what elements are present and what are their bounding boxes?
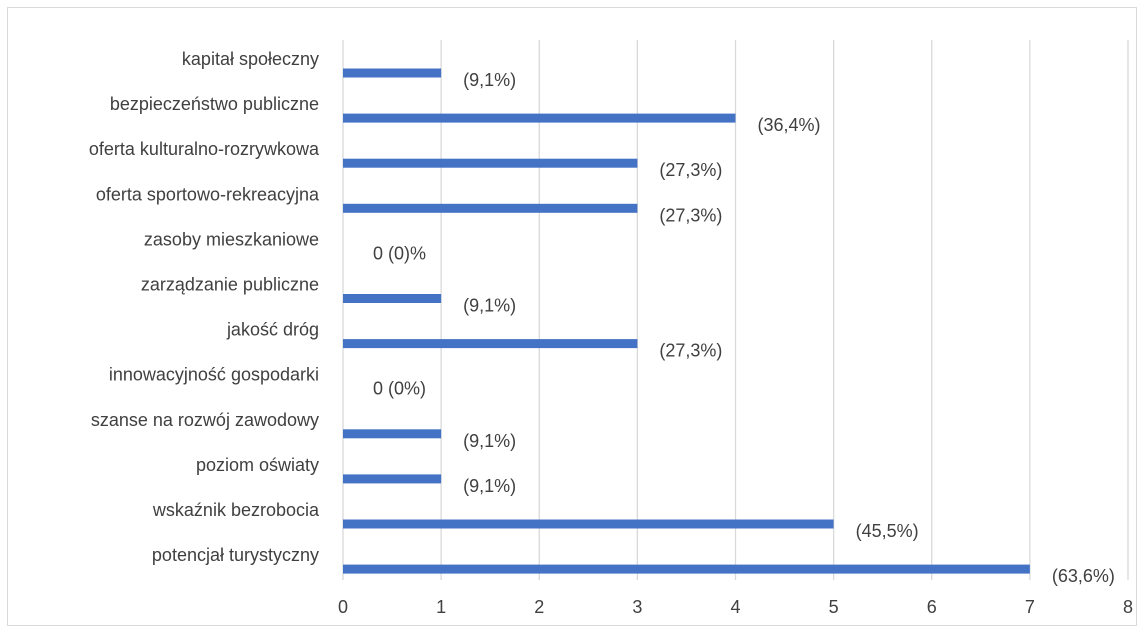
gridlines <box>342 40 1129 580</box>
category-label-5: zarządzanie publiczne <box>141 275 319 295</box>
category-label-8: szanse na rozwój zawodowy <box>91 410 319 430</box>
category-labels: kapitał społeczny bezpieczeństwo publiczn… <box>89 49 320 565</box>
data-label-8: (9,1%) <box>463 431 516 451</box>
data-label-2: (27,3%) <box>659 160 722 180</box>
category-label-11: potencjał turystyczny <box>152 545 319 565</box>
bar-9 <box>343 474 442 484</box>
data-label-3: (27,3%) <box>659 205 722 225</box>
bar-8 <box>343 429 442 439</box>
bar-chart: kapitał społeczny bezpieczeństwo publiczn… <box>89 40 1133 617</box>
category-label-10: wskaźnik bezrobocia <box>152 500 320 520</box>
x-tick-label-0: 0 <box>338 597 348 617</box>
bar-11 <box>343 564 1030 574</box>
bar-6 <box>343 339 638 349</box>
data-label-6: (27,3%) <box>659 341 722 361</box>
data-label-7: 0 (0%) <box>373 379 426 399</box>
category-label-4: zasoby mieszkaniowe <box>144 229 319 249</box>
data-label-1: (36,4%) <box>758 115 821 135</box>
data-label-10: (45,5%) <box>856 521 919 541</box>
category-label-6: jakość dróg <box>226 320 319 340</box>
x-axis-tick-labels: 0 1 2 3 4 5 6 7 8 <box>338 597 1133 617</box>
category-label-7: innowacyjność gospodarki <box>109 365 319 385</box>
x-tick-label-2: 2 <box>534 597 544 617</box>
bar-1 <box>343 113 736 123</box>
data-label-11: (63,6%) <box>1052 566 1115 586</box>
bar-10 <box>343 519 834 529</box>
data-label-5: (9,1%) <box>463 296 516 316</box>
bar-0 <box>343 68 442 78</box>
category-label-2: oferta kulturalno-rozrywkowa <box>89 139 320 159</box>
chart-frame: kapitał społeczny bezpieczeństwo publiczn… <box>7 7 1137 626</box>
bar-3 <box>343 203 638 213</box>
data-labels: (9,1%) (36,4%) (27,3%) (27,3%) 0 (0)% (9,1%) (… <box>373 70 1115 586</box>
category-label-0: kapitał społeczny <box>182 49 319 69</box>
x-tick-label-3: 3 <box>632 597 642 617</box>
data-label-9: (9,1%) <box>463 476 516 496</box>
x-tick-label-8: 8 <box>1123 597 1133 617</box>
x-tick-label-7: 7 <box>1025 597 1035 617</box>
bar-5 <box>343 294 442 303</box>
x-tick-label-1: 1 <box>436 597 446 617</box>
x-tick-label-6: 6 <box>927 597 937 617</box>
bars <box>343 68 1030 574</box>
category-label-3: oferta sportowo-rekreacyjna <box>96 184 320 204</box>
data-label-4: 0 (0)% <box>373 243 426 263</box>
bar-2 <box>343 158 638 168</box>
x-tick-label-4: 4 <box>730 597 740 617</box>
data-label-0: (9,1%) <box>463 70 516 90</box>
x-tick-label-5: 5 <box>829 597 839 617</box>
category-label-9: poziom oświaty <box>196 455 319 475</box>
category-label-1: bezpieczeństwo publiczne <box>110 94 319 114</box>
